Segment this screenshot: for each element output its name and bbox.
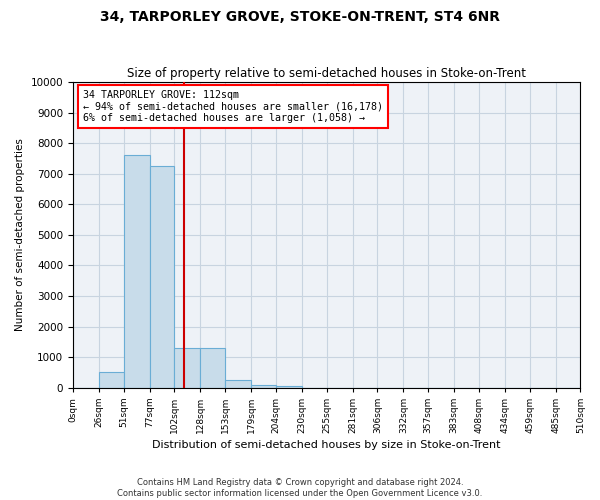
Text: 34 TARPORLEY GROVE: 112sqm
← 94% of semi-detached houses are smaller (16,178)
6%: 34 TARPORLEY GROVE: 112sqm ← 94% of semi… xyxy=(83,90,383,123)
Bar xyxy=(251,384,276,388)
Text: Contains HM Land Registry data © Crown copyright and database right 2024.
Contai: Contains HM Land Registry data © Crown c… xyxy=(118,478,482,498)
Bar xyxy=(99,372,124,388)
Bar xyxy=(149,166,175,388)
X-axis label: Distribution of semi-detached houses by size in Stoke-on-Trent: Distribution of semi-detached houses by … xyxy=(152,440,501,450)
Bar xyxy=(124,156,149,388)
Bar xyxy=(225,380,251,388)
Y-axis label: Number of semi-detached properties: Number of semi-detached properties xyxy=(15,138,25,332)
Bar xyxy=(276,386,302,388)
Bar xyxy=(200,348,225,388)
Bar xyxy=(175,348,200,388)
Title: Size of property relative to semi-detached houses in Stoke-on-Trent: Size of property relative to semi-detach… xyxy=(127,66,526,80)
Text: 34, TARPORLEY GROVE, STOKE-ON-TRENT, ST4 6NR: 34, TARPORLEY GROVE, STOKE-ON-TRENT, ST4… xyxy=(100,10,500,24)
